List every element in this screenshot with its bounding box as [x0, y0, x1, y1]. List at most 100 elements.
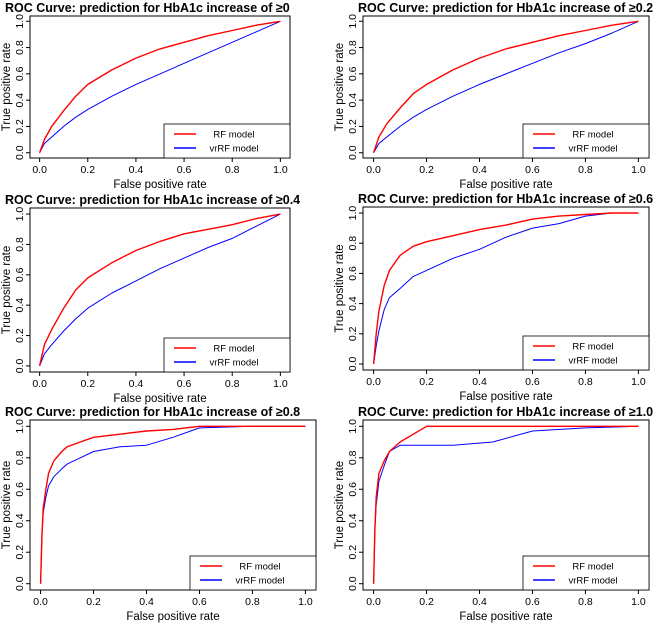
y-tick-label: 1.0	[14, 419, 26, 434]
y-tick-label: 0.8	[14, 450, 26, 465]
x-tick-label: 0.0	[32, 164, 47, 176]
x-axis-label: False positive rate	[126, 611, 219, 623]
x-tick-label: 0.8	[225, 164, 240, 176]
legend-box	[163, 337, 291, 373]
plot-frame	[29, 207, 291, 373]
roc-panel-1: ROC Curve: prediction for HbA1c increase…	[1, 1, 291, 191]
chart-title: ROC Curve: prediction for HbA1c increase…	[5, 405, 300, 419]
x-tick-label: 0.2	[86, 596, 101, 608]
x-tick-label: 0.6	[177, 378, 192, 390]
y-tick-label: 0.0	[14, 358, 26, 373]
x-tick-label: 0.6	[525, 376, 540, 388]
legend-label: vrRF model	[568, 144, 617, 155]
plot-frame	[29, 419, 317, 591]
y-tick-label: 0.8	[14, 237, 26, 252]
legend-box	[522, 335, 650, 371]
legend-box	[522, 123, 650, 159]
legend-label: vrRF model	[209, 358, 258, 369]
y-tick-label: 0.8	[347, 236, 359, 251]
roc-panel-6: ROC Curve: prediction for HbA1c increase…	[334, 405, 653, 623]
plot-frame	[362, 419, 650, 591]
x-tick-label: 0.0	[366, 376, 381, 388]
series-line-rf	[372, 212, 639, 365]
y-tick-label: 1.0	[14, 14, 26, 29]
plot-frame	[362, 15, 650, 159]
x-tick-label: 0.4	[129, 378, 144, 390]
x-tick-label: 0.6	[177, 164, 192, 176]
x-tick-label: 0.2	[419, 596, 434, 608]
y-tick-label: 0.4	[347, 93, 359, 108]
x-tick-label: 0.0	[366, 596, 381, 608]
y-tick-label: 0.8	[347, 450, 359, 465]
x-tick-label: 1.0	[298, 596, 313, 608]
y-tick-label: 0.4	[14, 93, 26, 108]
x-tick-label: 0.2	[419, 164, 434, 176]
series-line-vrrf	[39, 20, 281, 153]
y-tick-label: 0.6	[347, 66, 359, 81]
x-axis-label: False positive rate	[459, 611, 552, 623]
legend-label: RF model	[213, 344, 254, 355]
legend-box	[163, 123, 291, 159]
y-tick-label: 0.4	[14, 298, 26, 313]
x-tick-label: 0.4	[139, 596, 154, 608]
x-tick-label: 0.8	[578, 596, 593, 608]
legend-box	[189, 555, 317, 591]
y-tick-label: 0.0	[14, 576, 26, 591]
y-tick-label: 0.0	[347, 576, 359, 591]
x-tick-label: 0.2	[80, 378, 95, 390]
series-line-rf	[39, 425, 306, 584]
x-tick-label: 1.0	[631, 376, 646, 388]
plot-frame	[362, 206, 650, 371]
x-tick-label: 1.0	[631, 596, 646, 608]
chart-title: ROC Curve: prediction for HbA1c increase…	[358, 1, 653, 15]
legend-box	[522, 555, 650, 591]
y-tick-label: 0.2	[14, 119, 26, 134]
legend-label: RF model	[572, 130, 613, 141]
y-tick-label: 0.4	[14, 513, 26, 528]
y-tick-label: 0.2	[347, 326, 359, 341]
y-tick-label: 1.0	[347, 14, 359, 29]
y-axis-label: True positive rate	[1, 43, 13, 131]
y-tick-label: 0.6	[347, 482, 359, 497]
chart-title: ROC Curve: prediction for HbA1c increase…	[358, 192, 653, 206]
x-tick-label: 0.0	[366, 164, 381, 176]
x-tick-label: 1.0	[631, 164, 646, 176]
y-axis-label: True positive rate	[334, 244, 346, 332]
y-tick-label: 0.2	[347, 119, 359, 134]
legend-label: RF model	[572, 562, 613, 573]
x-tick-label: 0.8	[578, 164, 593, 176]
chart-title: ROC Curve: prediction for HbA1c increase…	[5, 1, 290, 15]
legend-label: RF model	[572, 342, 613, 353]
y-tick-label: 0.8	[347, 40, 359, 55]
y-tick-label: 0.0	[347, 357, 359, 372]
chart-title: ROC Curve: prediction for HbA1c increase…	[358, 405, 653, 419]
x-tick-label: 0.2	[80, 164, 95, 176]
x-tick-label: 0.0	[33, 596, 48, 608]
x-tick-label: 0.0	[32, 378, 47, 390]
x-tick-label: 0.6	[525, 596, 540, 608]
y-tick-label: 0.6	[347, 266, 359, 281]
y-tick-label: 0.2	[14, 545, 26, 560]
y-tick-label: 0.6	[14, 267, 26, 282]
x-tick-label: 0.4	[472, 596, 487, 608]
y-axis-label: True positive rate	[1, 246, 13, 334]
roc-panel-2: ROC Curve: prediction for HbA1c increase…	[334, 1, 653, 191]
series-line-vrrf	[373, 212, 639, 365]
legend-label: RF model	[213, 130, 254, 141]
series-line-rf	[38, 20, 281, 153]
y-tick-label: 0.4	[347, 513, 359, 528]
x-axis-label: False positive rate	[459, 179, 552, 191]
roc-panel-5: ROC Curve: prediction for HbA1c increase…	[1, 405, 317, 623]
series-line-rf	[38, 213, 281, 367]
roc-panel-4: ROC Curve: prediction for HbA1c increase…	[334, 192, 653, 403]
x-tick-label: 1.0	[273, 164, 288, 176]
x-tick-label: 0.2	[419, 376, 434, 388]
y-tick-label: 0.8	[14, 40, 26, 55]
series-line-vrrf	[373, 20, 639, 153]
series-line-vrrf	[39, 213, 281, 367]
y-axis-label: True positive rate	[334, 461, 346, 549]
legend-label: vrRF model	[568, 576, 617, 587]
x-tick-label: 0.8	[578, 376, 593, 388]
x-tick-label: 0.4	[472, 164, 487, 176]
